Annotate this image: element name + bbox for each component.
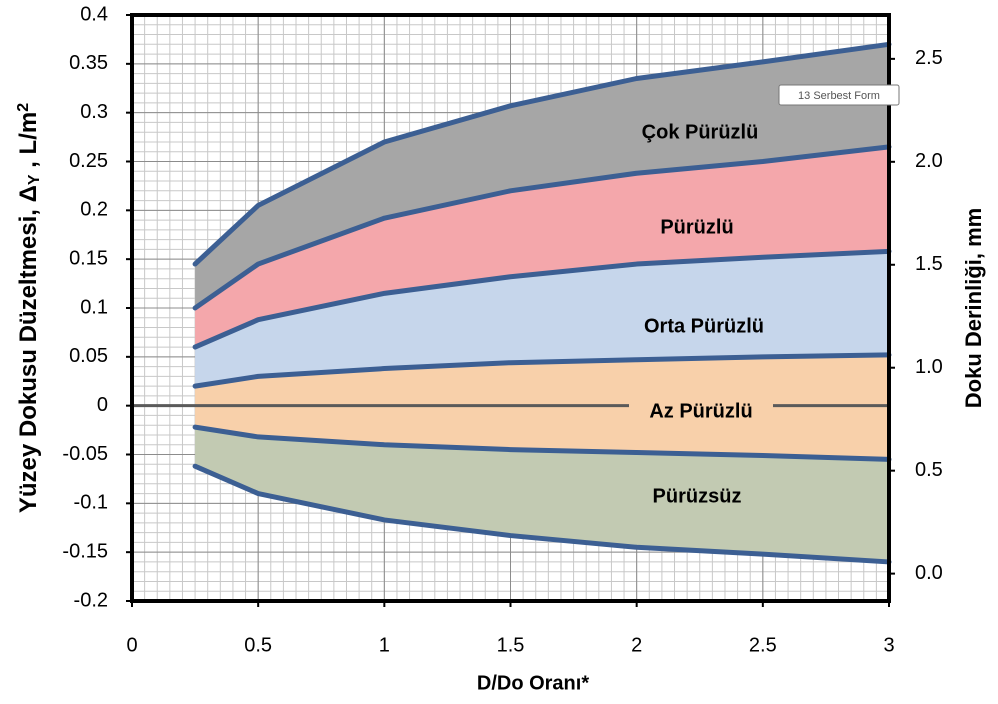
- x-tick-label: 1: [379, 634, 390, 656]
- y-axis-label-part: Y: [26, 174, 43, 185]
- y-axis-label-part: Yüzey Dokusu Düzeltmesi, Δ: [15, 185, 42, 513]
- y-tick-label: -0.15: [62, 540, 108, 562]
- plot-area: [131, 14, 892, 602]
- band-area: [195, 146, 890, 348]
- y2-tick-label: 1.0: [915, 356, 943, 378]
- y-tick-label: 0.3: [80, 101, 108, 123]
- x-tick-label: 0: [126, 634, 137, 656]
- band-area: [195, 251, 890, 387]
- tooltip: 13 Serbest Form: [798, 90, 880, 102]
- x-tick-label: 2: [631, 634, 642, 656]
- x-tick-label: 3: [883, 634, 894, 656]
- band-label: Az Pürüzlü: [649, 400, 752, 422]
- band-label: Pürüzlü: [660, 216, 733, 238]
- y-tick-label: -0.2: [74, 589, 108, 611]
- plot-border: [130, 13, 891, 603]
- x-axis-label: D/Do Oranı*: [477, 672, 589, 694]
- band-area: [195, 427, 890, 562]
- y-axis-label-part: , L/m: [15, 112, 42, 175]
- band-label: Çok Pürüzlü: [642, 121, 759, 143]
- y-tick-label: 0: [97, 394, 108, 416]
- y-tick-label: 0.05: [69, 345, 108, 367]
- y2-tick-label: 2.5: [915, 47, 943, 69]
- y2-tick-label: 2.0: [915, 150, 943, 172]
- curve: [192, 248, 892, 350]
- band-label: Pürüzsüz: [653, 485, 742, 507]
- curve: [192, 41, 892, 267]
- x-tick-label: 2.5: [749, 634, 777, 656]
- y-axis-label: Yüzey Dokusu Düzeltmesi, ΔY , L/m2: [15, 103, 43, 513]
- band-area: [195, 44, 890, 309]
- y-tick-label: 0.2: [80, 199, 108, 221]
- y-tick-label: -0.05: [62, 443, 108, 465]
- y-tick-label: 0.25: [69, 150, 108, 172]
- y2-tick-label: 1.5: [915, 253, 943, 275]
- y2-axis-label: Doku Derinliği, mm: [961, 208, 986, 408]
- tooltip-box: [778, 84, 900, 106]
- y-tick-label: 0.35: [69, 52, 108, 74]
- y-tick-label: 0.15: [69, 247, 108, 269]
- curve: [192, 463, 892, 565]
- band-label: Orta Pürüzlü: [644, 315, 764, 337]
- y2-tick-label: 0.5: [915, 459, 943, 481]
- y-axis-label-part: 2: [15, 103, 32, 112]
- curve: [192, 144, 892, 311]
- x-tick-label: 1.5: [497, 634, 525, 656]
- x-tick-label: 0.5: [244, 634, 272, 656]
- y2-tick-label: 0.0: [915, 562, 943, 584]
- y-tick-label: -0.1: [74, 492, 108, 514]
- y-tick-label: 0.4: [80, 3, 108, 25]
- curve: [192, 424, 892, 462]
- y-tick-label: 0.1: [80, 296, 108, 318]
- label-background: [629, 399, 773, 425]
- curve: [192, 352, 892, 389]
